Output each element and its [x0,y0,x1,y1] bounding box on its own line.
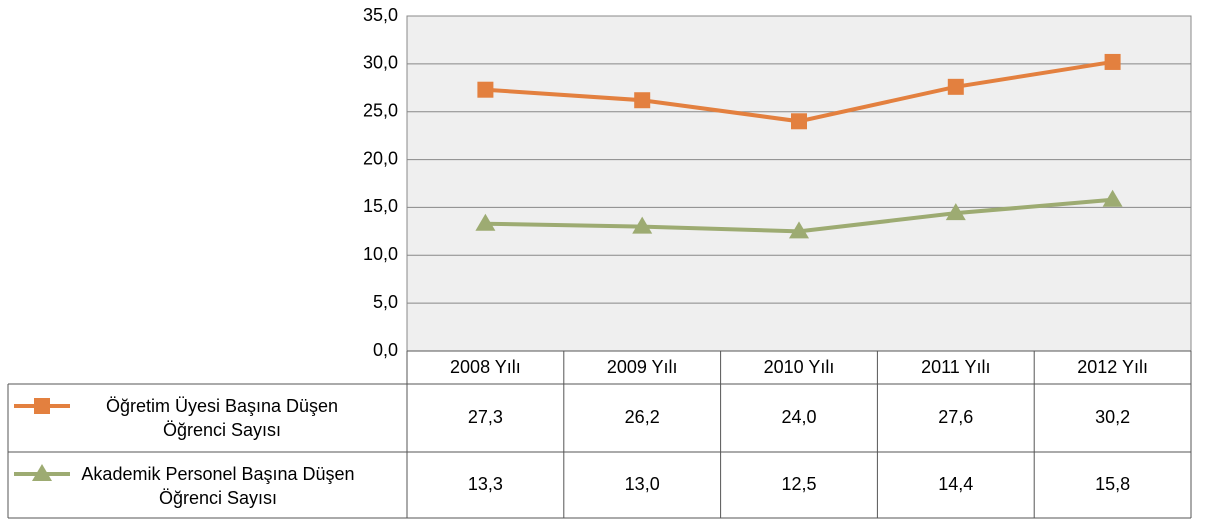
x-tick-label: 2008 Yılı [450,357,521,377]
legend-label: Öğretim Üyesi Başına Düşen Öğrenci Sayıs… [105,396,339,440]
y-tick-label: 5,0 [373,292,398,312]
marker [32,464,52,481]
marker [789,221,809,239]
legend-label: Akademik Personel Başına Düşen Öğrenci S… [81,464,355,508]
table-value: 26,2 [625,407,660,427]
x-tick-label: 2012 Yılı [1077,357,1148,377]
table-value: 27,6 [938,407,973,427]
marker [632,216,653,234]
marker [475,213,496,231]
table-value: 15,8 [1095,474,1130,494]
marker [947,78,964,95]
y-tick-label: 30,0 [363,53,398,73]
table-value: 13,0 [625,474,660,494]
table-value: 24,0 [781,407,816,427]
marker [1102,189,1123,207]
y-tick-label: 15,0 [363,196,398,216]
marker [34,398,50,414]
x-tick-label: 2009 Yılı [607,357,678,377]
marker [945,203,966,221]
x-tick-label: 2011 Yılı [921,357,990,377]
x-tick-label: 2010 Yılı [764,357,835,377]
y-tick-label: 35,0 [363,5,398,25]
marker [477,81,494,98]
marker [634,92,651,109]
table-value: 14,4 [938,474,973,494]
y-tick-label: 0,0 [373,340,398,360]
marker [791,113,807,130]
marker [1104,53,1121,70]
table-value: 27,3 [468,407,503,427]
table-value: 13,3 [468,474,503,494]
y-tick-label: 20,0 [363,148,398,168]
y-tick-label: 25,0 [363,100,398,120]
table-value: 30,2 [1095,407,1130,427]
y-tick-label: 10,0 [363,244,398,264]
table-value: 12,5 [781,474,816,494]
